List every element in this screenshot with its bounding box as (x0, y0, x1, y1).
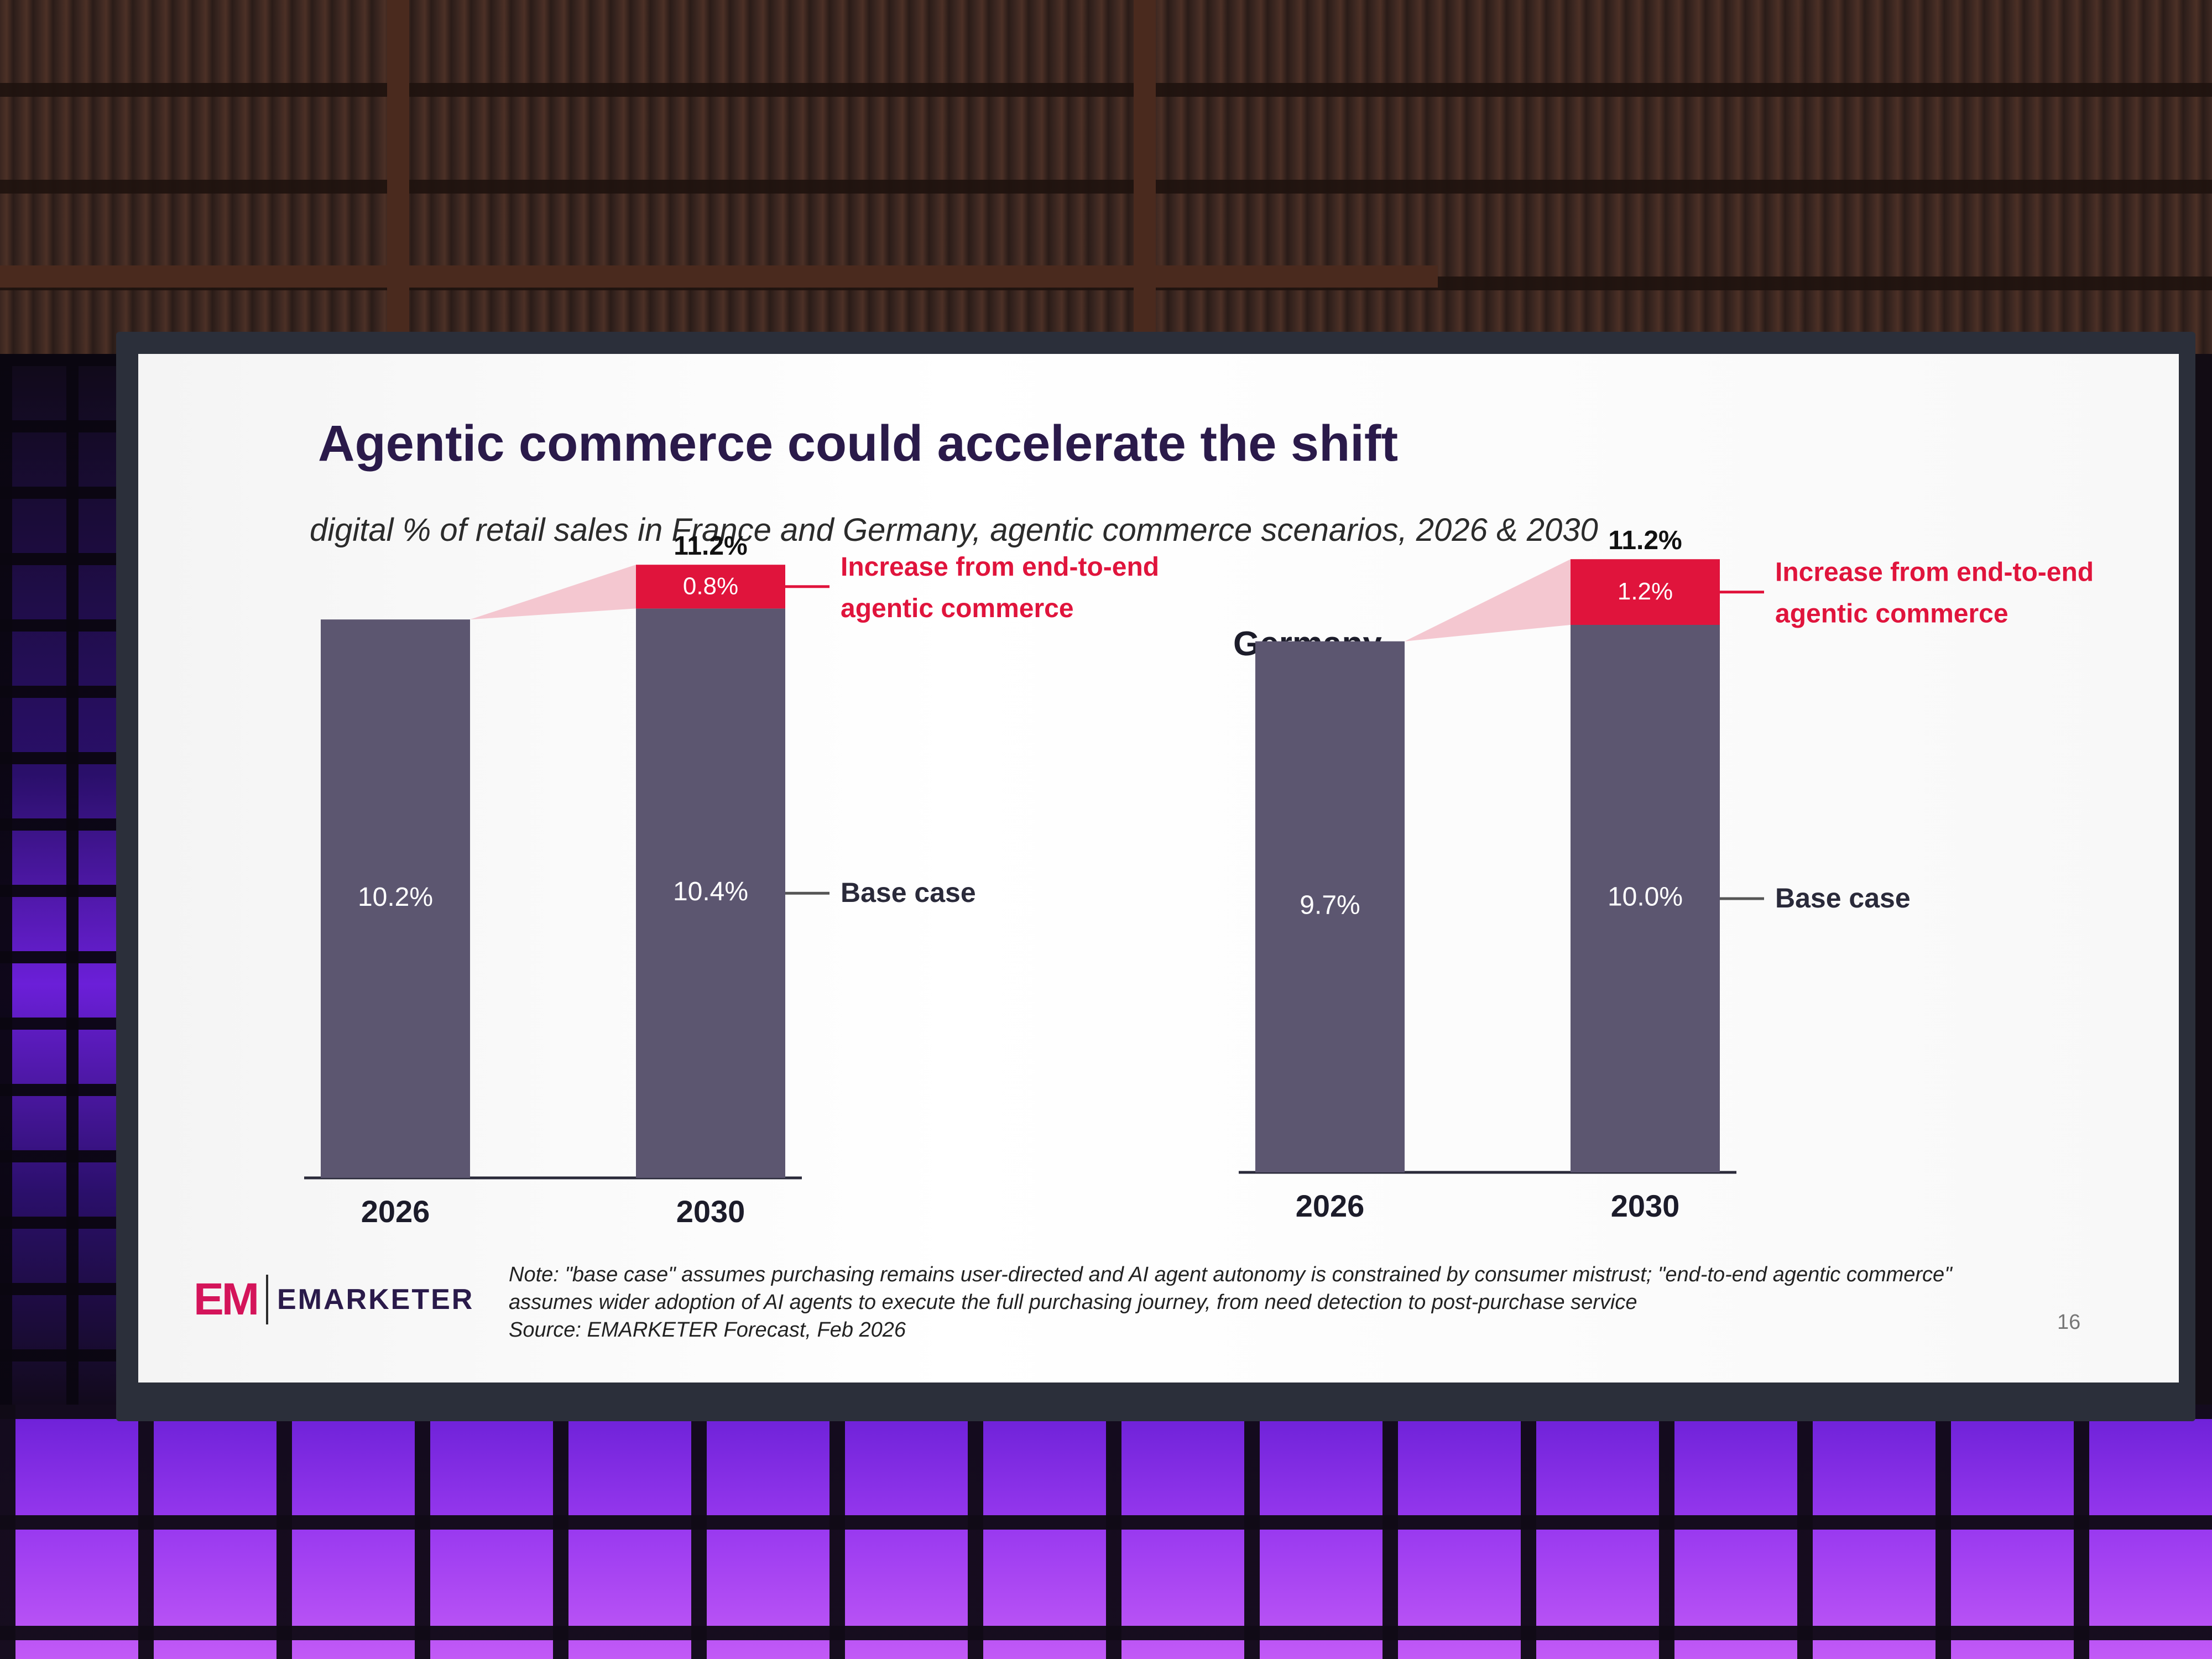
footnote-line-1: Note: "base case" assumes purchasing rem… (509, 1263, 1952, 1286)
charts-canvas: France10.2%202610.4%20300.8%11.2%Increas… (304, 526, 2094, 1229)
stage-light-cubes (0, 1405, 2212, 1659)
france-bar-base-2026 (321, 619, 470, 1178)
france-category-label-2026: 2026 (361, 1194, 430, 1229)
france-bar-label-2026: 10.2% (358, 883, 433, 912)
ceiling-beam (0, 265, 1438, 288)
france-bar-base-2030 (636, 608, 785, 1178)
france-bar-increase-2030 (636, 565, 785, 609)
france-connector-wedge (470, 565, 636, 620)
france-increase-annotation-line-2: agentic commerce (841, 594, 1074, 623)
footnote: Note: "base case" assumes purchasing rem… (509, 1261, 2057, 1344)
france-category-label-2030: 2030 (676, 1194, 745, 1229)
germany-increase-annotation-line-1: Increase from end-to-end (1775, 558, 2094, 587)
germany-category-label-2030: 2030 (1611, 1188, 1680, 1223)
germany-category-label-2026: 2026 (1296, 1188, 1365, 1223)
page-number: 16 (2057, 1311, 2081, 1334)
france-increase-annotation-line-1: Increase from end-to-end (841, 552, 1159, 582)
france-increase-label: 0.8% (683, 572, 738, 599)
germany-bar-base-2030 (1571, 625, 1720, 1172)
germany-bar-increase-2030 (1571, 559, 1720, 625)
slide-subtitle: digital % of retail sales in France and … (310, 512, 1598, 548)
source-line: Source: EMARKETER Forecast, Feb 2026 (509, 1318, 906, 1342)
logo-text: EMARKETER (277, 1284, 474, 1316)
germany-bar-base-2026 (1255, 641, 1405, 1172)
germany-connector-wedge (1405, 559, 1571, 641)
emarketer-logo: EM EMARKETER (194, 1272, 474, 1327)
logo-divider (266, 1275, 268, 1324)
france-base-annotation: Base case (841, 877, 976, 908)
germany-base-annotation: Base case (1775, 883, 1911, 914)
footnote-line-2: assumes wider adoption of AI agents to e… (509, 1291, 1637, 1314)
france-bar-label-2030: 10.4% (673, 877, 748, 906)
venue-ceiling (0, 0, 2212, 354)
ceiling-beam (1134, 0, 1156, 354)
presentation-slide: Agentic commerce could accelerate the sh… (138, 354, 2179, 1383)
germany-bar-label-2030: 10.0% (1608, 883, 1683, 912)
ceiling-beam (387, 0, 409, 354)
france-total-label: 11.2% (674, 531, 747, 561)
logo-mark: EM (194, 1274, 259, 1324)
germany-total-label: 11.2% (1608, 526, 1682, 555)
slide-title: Agentic commerce could accelerate the sh… (318, 415, 1399, 472)
germany-bar-label-2026: 9.7% (1300, 891, 1360, 920)
germany-increase-annotation-line-2: agentic commerce (1775, 599, 2008, 629)
germany-increase-label: 1.2% (1618, 578, 1673, 605)
